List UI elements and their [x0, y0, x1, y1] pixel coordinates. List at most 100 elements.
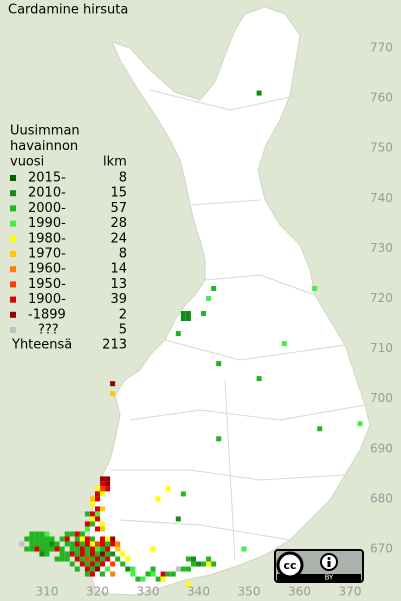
observation-square	[100, 551, 106, 557]
observation-square	[211, 285, 217, 291]
observation-square	[89, 561, 95, 567]
observation-square	[39, 536, 45, 542]
observation-square	[100, 556, 106, 562]
observation-square	[155, 576, 161, 582]
legend-count: 5	[119, 323, 127, 338]
observation-square	[105, 536, 111, 542]
observation-square	[140, 576, 146, 582]
observation-square	[79, 536, 85, 542]
legend-swatch	[10, 266, 16, 273]
observation-square	[69, 551, 75, 557]
legend-heading: havainnon	[10, 139, 78, 154]
legend-swatch	[10, 235, 16, 242]
x-axis-label: 340	[187, 585, 210, 599]
observation-square	[44, 546, 50, 552]
observation-square	[100, 491, 106, 497]
observation-square	[95, 486, 100, 492]
legend-swatch	[10, 251, 16, 257]
observation-square	[105, 481, 111, 487]
legend-total: 213	[102, 338, 127, 353]
observation-square	[110, 381, 116, 387]
legend-swatch	[10, 311, 16, 318]
observation-square	[84, 511, 90, 517]
observation-square	[84, 546, 90, 552]
legend-label: 1950-	[28, 277, 66, 292]
observation-square	[34, 541, 40, 547]
observation-square	[44, 531, 50, 537]
by-label: BY	[325, 574, 334, 582]
observation-square	[69, 531, 75, 537]
observation-square	[120, 551, 126, 557]
title: Cardamine hirsuta	[8, 3, 128, 18]
observation-square	[125, 556, 131, 562]
x-axis-label: 320	[86, 585, 109, 599]
observation-square	[110, 541, 116, 547]
observation-square	[59, 536, 65, 542]
observation-square	[79, 556, 85, 562]
observation-square	[115, 546, 121, 552]
observation-square	[105, 546, 111, 552]
observation-square	[89, 556, 95, 562]
observation-square	[89, 536, 95, 542]
observation-square	[100, 571, 106, 577]
x-axis-label: 330	[137, 585, 160, 599]
observation-square	[84, 526, 90, 532]
observation-square	[74, 546, 80, 552]
observation-square	[357, 421, 363, 427]
x-axis-label: 370	[339, 585, 362, 599]
observation-square	[89, 546, 95, 552]
observation-square	[100, 526, 106, 532]
observation-square	[84, 551, 90, 557]
observation-square	[54, 546, 60, 552]
observation-square	[105, 551, 111, 557]
observation-square	[84, 561, 90, 567]
observation-square	[64, 556, 70, 562]
observation-square	[201, 561, 207, 567]
observation-square	[100, 486, 106, 492]
y-axis-label: 740	[370, 191, 393, 205]
observation-square	[110, 551, 116, 557]
legend-label: 1960-	[28, 262, 66, 277]
observation-square	[29, 546, 35, 552]
observation-square	[64, 536, 70, 542]
observation-square	[110, 391, 116, 397]
observation-square	[84, 556, 90, 562]
observation-square	[95, 561, 100, 567]
observation-square	[84, 536, 90, 542]
observation-square	[79, 546, 85, 552]
observation-square	[105, 556, 111, 562]
observation-square	[89, 501, 95, 507]
legend-label: 2010-	[28, 186, 66, 201]
cc-logo: cc	[283, 559, 296, 572]
observation-square	[125, 566, 131, 572]
observation-square	[74, 536, 80, 542]
legend-label: 1970-	[28, 247, 66, 262]
observation-square	[241, 546, 247, 552]
region-borders	[110, 89, 366, 561]
observation-square	[24, 536, 30, 542]
observation-square	[100, 541, 106, 547]
observation-square	[155, 496, 161, 502]
observation-square	[74, 531, 80, 537]
observation-square	[95, 526, 100, 532]
y-axis-label: 710	[370, 341, 393, 355]
observation-square	[175, 566, 181, 572]
observation-square	[206, 556, 212, 562]
observation-square	[84, 571, 90, 577]
legend-swatch	[10, 190, 16, 197]
observation-square	[216, 436, 222, 442]
observation-square	[69, 561, 75, 567]
legend-count: 28	[110, 216, 127, 231]
legend-swatch	[10, 296, 16, 303]
observation-square	[160, 576, 166, 582]
observation-square	[95, 556, 100, 562]
observation-square	[160, 571, 166, 577]
observation-square	[180, 316, 186, 322]
x-axis-label: 360	[288, 585, 311, 599]
legend-swatch	[10, 175, 16, 181]
x-axis-label: 350	[238, 585, 261, 599]
observation-square	[74, 551, 80, 557]
observation-square	[44, 536, 50, 542]
observation-square	[317, 426, 323, 432]
